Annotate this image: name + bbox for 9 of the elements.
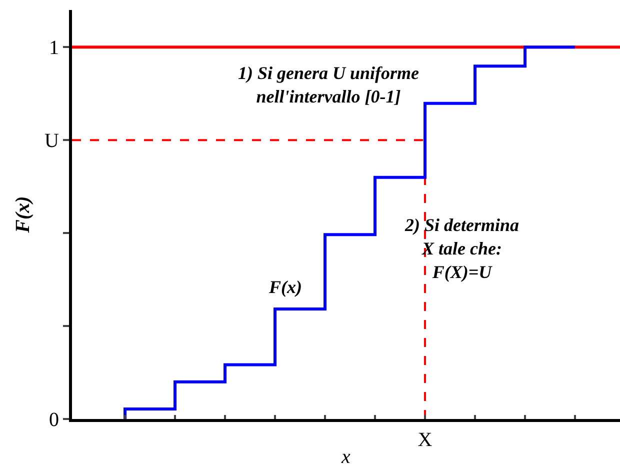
y-tick-label: 1: [49, 37, 59, 60]
y-tick-label: U: [44, 130, 60, 152]
annotation: 2) Si determina X tale che: F(X)=U: [404, 215, 520, 282]
x-axis-title: x: [340, 446, 351, 468]
series-label: F(x): [268, 277, 302, 297]
y-axis-title: F(x): [12, 196, 34, 234]
annotation: 1) Si genera U uniforme nell'intervallo [0-1]: [238, 63, 420, 106]
y-tick-label: 0: [49, 409, 59, 431]
x-tick-label: X: [418, 429, 433, 451]
